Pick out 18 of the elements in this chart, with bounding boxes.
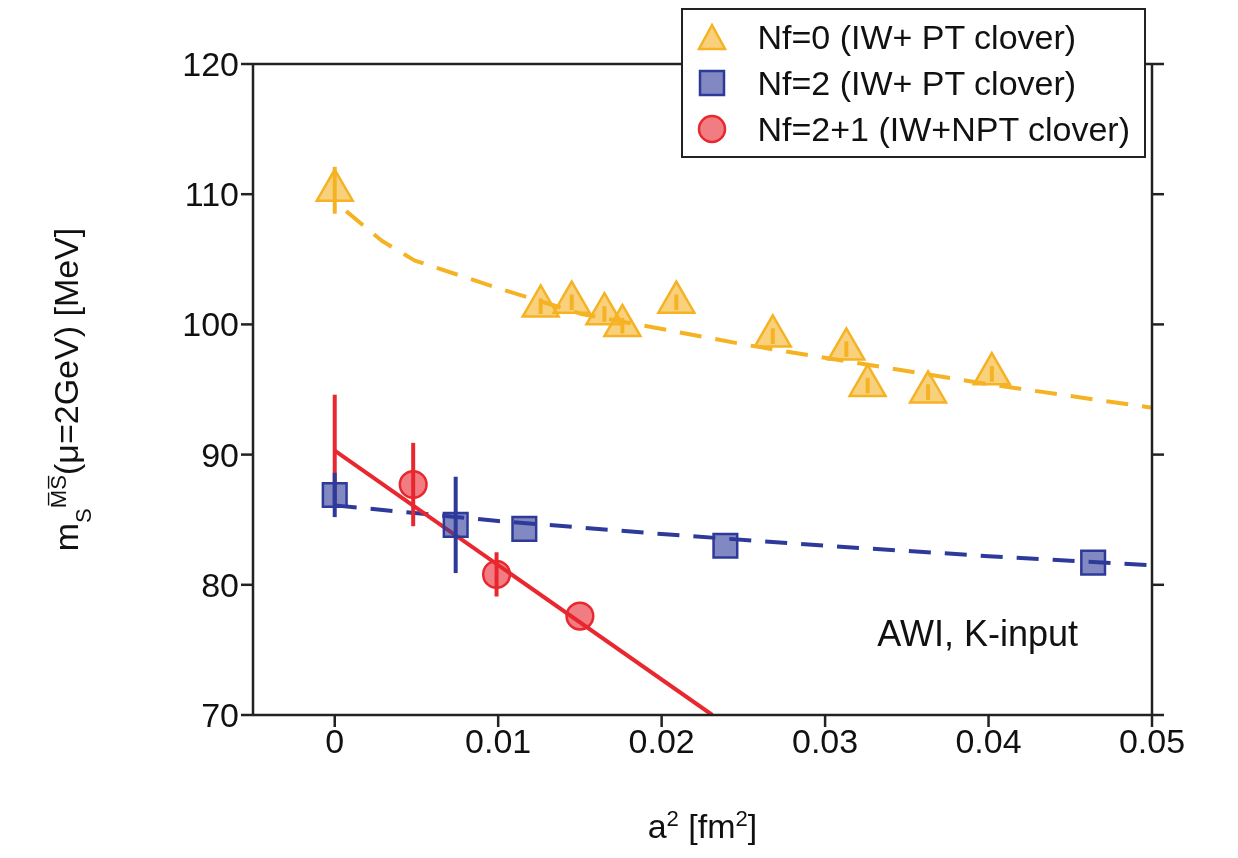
legend-label: Nf=0 (IW+ PT clover) <box>757 17 1077 58</box>
x-tick-label: 0.02 <box>628 722 695 761</box>
line-series <box>344 209 1152 410</box>
y-tick-label: 120 <box>182 45 239 84</box>
x-tick-label: 0.05 <box>1118 722 1186 761</box>
annotation: AWI, K-input <box>877 613 1078 655</box>
x-axis-title: a$^{2}$ [fm$^{2}$] <box>647 805 758 845</box>
y-tick-label: 110 <box>184 175 239 214</box>
y-tick-label: 100 <box>182 305 239 344</box>
y-tick-label: 90 <box>201 435 239 474</box>
legend-label: Nf=2+1 (IW+NPT clover) <box>757 109 1130 150</box>
x-tick-label: 0.03 <box>792 722 859 761</box>
x-tick-label: 0.01 <box>465 722 532 761</box>
x-tick-label: 0.04 <box>955 722 1022 761</box>
x-tick-label: 0 <box>325 722 345 761</box>
y-tick-label: 70 <box>201 696 239 735</box>
y-tick-label: 80 <box>201 565 239 604</box>
legend-label: Nf=2 (IW+ PT clover) <box>757 63 1077 104</box>
